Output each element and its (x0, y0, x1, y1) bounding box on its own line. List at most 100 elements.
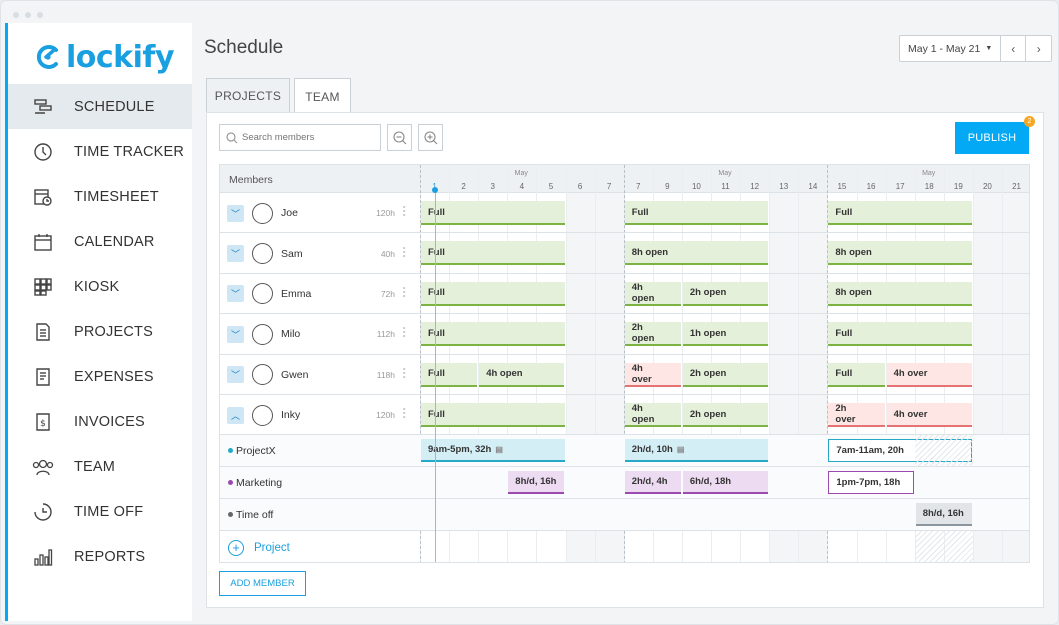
search-input[interactable] (242, 132, 372, 143)
day-label: 5 (548, 182, 554, 191)
day-gridline (885, 165, 887, 562)
chevron-down-icon: ﹀ (230, 249, 240, 260)
search-icon (226, 131, 238, 143)
assignment-bar[interactable]: 9am-5pm, 32h ▤ (421, 439, 565, 463)
reports-icon (32, 546, 54, 568)
project-color-dot (228, 512, 233, 518)
capacity-bar[interactable]: Full (421, 241, 565, 266)
capacity-bar[interactable]: 2h open (682, 281, 769, 306)
add-project-button[interactable]: + Project (228, 539, 290, 556)
assignment-bar[interactable]: 8h/d, 16h (915, 503, 972, 527)
day-label: 2 (461, 182, 466, 191)
tab-team[interactable]: TEAM (294, 78, 351, 114)
sidebar-item-invoices[interactable]: $ INVOICES (8, 399, 192, 444)
assignment-bar[interactable]: 1pm-7pm, 18h (828, 471, 914, 495)
capacity-bar[interactable]: 2h over (828, 403, 885, 427)
assignment-label: 8h/d, 16h (515, 476, 557, 488)
tab-projects[interactable]: PROJECTS (206, 78, 290, 113)
more-options-icon[interactable]: ∘ ∘ ∘ (402, 365, 407, 381)
bird-avatar-icon (252, 364, 273, 386)
day-label: 18 (924, 182, 934, 191)
collapse-button[interactable]: ︿ (227, 406, 244, 424)
more-options-icon[interactable]: ∘ ∘ ∘ (402, 204, 407, 220)
assignment-label: 7am-11am, 20h (836, 445, 904, 457)
sidebar-item-timesheet[interactable]: TIMESHEET (8, 174, 192, 219)
expand-button[interactable]: ﹀ (227, 245, 244, 263)
schedule-grid: Members MayMayMay12345677910111213141516… (219, 164, 1030, 563)
sidebar-item-projects[interactable]: PROJECTS (8, 309, 192, 354)
capacity-bar[interactable]: 4h over (886, 362, 972, 387)
expand-button[interactable]: ﹀ (227, 325, 244, 343)
sidebar-item-team[interactable]: TEAM (8, 444, 192, 489)
capacity-bar[interactable]: Full (828, 362, 885, 387)
chevron-down-icon: ﹀ (230, 289, 240, 300)
capacity-bar[interactable]: Full (421, 362, 478, 387)
more-options-icon[interactable]: ∘ ∘ ∘ (402, 284, 407, 300)
capacity-bar[interactable]: Full (828, 322, 972, 347)
sidebar-item-label: INVOICES (74, 413, 145, 430)
capacity-bar[interactable]: 8h open (624, 241, 769, 266)
zoom-in-button[interactable] (418, 124, 443, 151)
capacity-bar[interactable]: 4h open (479, 362, 565, 387)
logo[interactable]: lockify (34, 37, 175, 77)
member-name: Inky (281, 409, 301, 422)
sidebar-item-schedule[interactable]: SCHEDULE (8, 84, 192, 129)
add-member-button[interactable]: ADD MEMBER (219, 571, 306, 596)
more-options-icon[interactable]: ∘ ∘ ∘ (402, 244, 407, 260)
capacity-bar[interactable]: 4h open (624, 281, 681, 306)
next-period-button[interactable]: › (1026, 36, 1051, 61)
assignment-label: 2h/d, 10h (631, 444, 673, 456)
sidebar-item-expenses[interactable]: EXPENSES (8, 354, 192, 399)
day-label: 19 (953, 182, 963, 191)
girl-avatar-icon (252, 283, 273, 305)
assignment-bar[interactable]: 2h/d, 4h (624, 471, 681, 495)
note-icon: ▤ (495, 445, 503, 455)
capacity-bar[interactable]: 4h over (624, 362, 681, 387)
capacity-bar[interactable]: Full (421, 322, 565, 347)
capacity-bar[interactable]: 2h open (624, 322, 681, 347)
capacity-bar[interactable]: 2h open (682, 403, 769, 427)
capacity-label: Full (428, 408, 445, 420)
capacity-label: Full (428, 368, 445, 380)
capacity-bar[interactable]: Full (421, 281, 565, 306)
date-range-dropdown[interactable]: May 1 - May 21 ▼ (900, 36, 1002, 61)
day-label: 4 (519, 182, 525, 191)
capacity-bar[interactable]: Full (421, 201, 565, 225)
assignment-label: 2h/d, 4h (631, 476, 668, 488)
sidebar-item-kiosk[interactable]: KIOSK (8, 264, 192, 309)
sidebar-item-time-off[interactable]: TIME OFF (8, 489, 192, 534)
capacity-bar[interactable]: 4h over (886, 403, 972, 427)
zoom-out-button[interactable] (387, 124, 412, 151)
capacity-bar[interactable]: 8h open (828, 241, 972, 266)
more-options-icon[interactable]: ∘ ∘ ∘ (402, 325, 407, 341)
publish-button[interactable]: PUBLISH (955, 122, 1029, 154)
capacity-label: 8h open (835, 246, 872, 258)
ghost-avatar-icon (252, 404, 273, 426)
capacity-bar[interactable]: 1h open (682, 322, 769, 347)
search-members-box[interactable] (219, 124, 381, 151)
sidebar-item-time-tracker[interactable]: TIME TRACKER (8, 129, 192, 174)
capacity-bar[interactable]: 4h open (624, 403, 681, 427)
member-name: Gwen (281, 368, 309, 381)
assignment-bar[interactable]: 6h/d, 18h (682, 471, 769, 495)
capacity-bar[interactable]: 8h open (828, 281, 972, 306)
capacity-bar[interactable]: Full (828, 201, 972, 225)
sidebar-item-calendar[interactable]: CALENDAR (8, 219, 192, 264)
capacity-bar[interactable]: Full (624, 201, 769, 225)
day-label: 7 (606, 182, 612, 191)
prev-period-button[interactable]: ‹ (1001, 36, 1027, 61)
sidebar-item-reports[interactable]: REPORTS (8, 534, 192, 579)
member-hours: 112h (376, 329, 395, 340)
sidebar-nav: SCHEDULE TIME TRACKER TIMESHEET CALENDAR… (8, 84, 192, 579)
expand-button[interactable]: ﹀ (227, 285, 244, 303)
capacity-label: 4h over (893, 368, 928, 380)
expand-button[interactable]: ﹀ (227, 204, 244, 222)
assignment-bar[interactable]: 8h/d, 16h (508, 471, 565, 495)
expand-button[interactable]: ﹀ (227, 366, 244, 384)
capacity-bar[interactable]: Full (421, 403, 565, 427)
capacity-bar[interactable]: 2h open (682, 362, 769, 387)
svg-text:$: $ (40, 419, 46, 429)
assignment-bar[interactable]: 2h/d, 10h ▤ (624, 439, 769, 463)
member-hours: 120h (376, 208, 395, 219)
more-options-icon[interactable]: ∘ ∘ ∘ (402, 406, 407, 422)
